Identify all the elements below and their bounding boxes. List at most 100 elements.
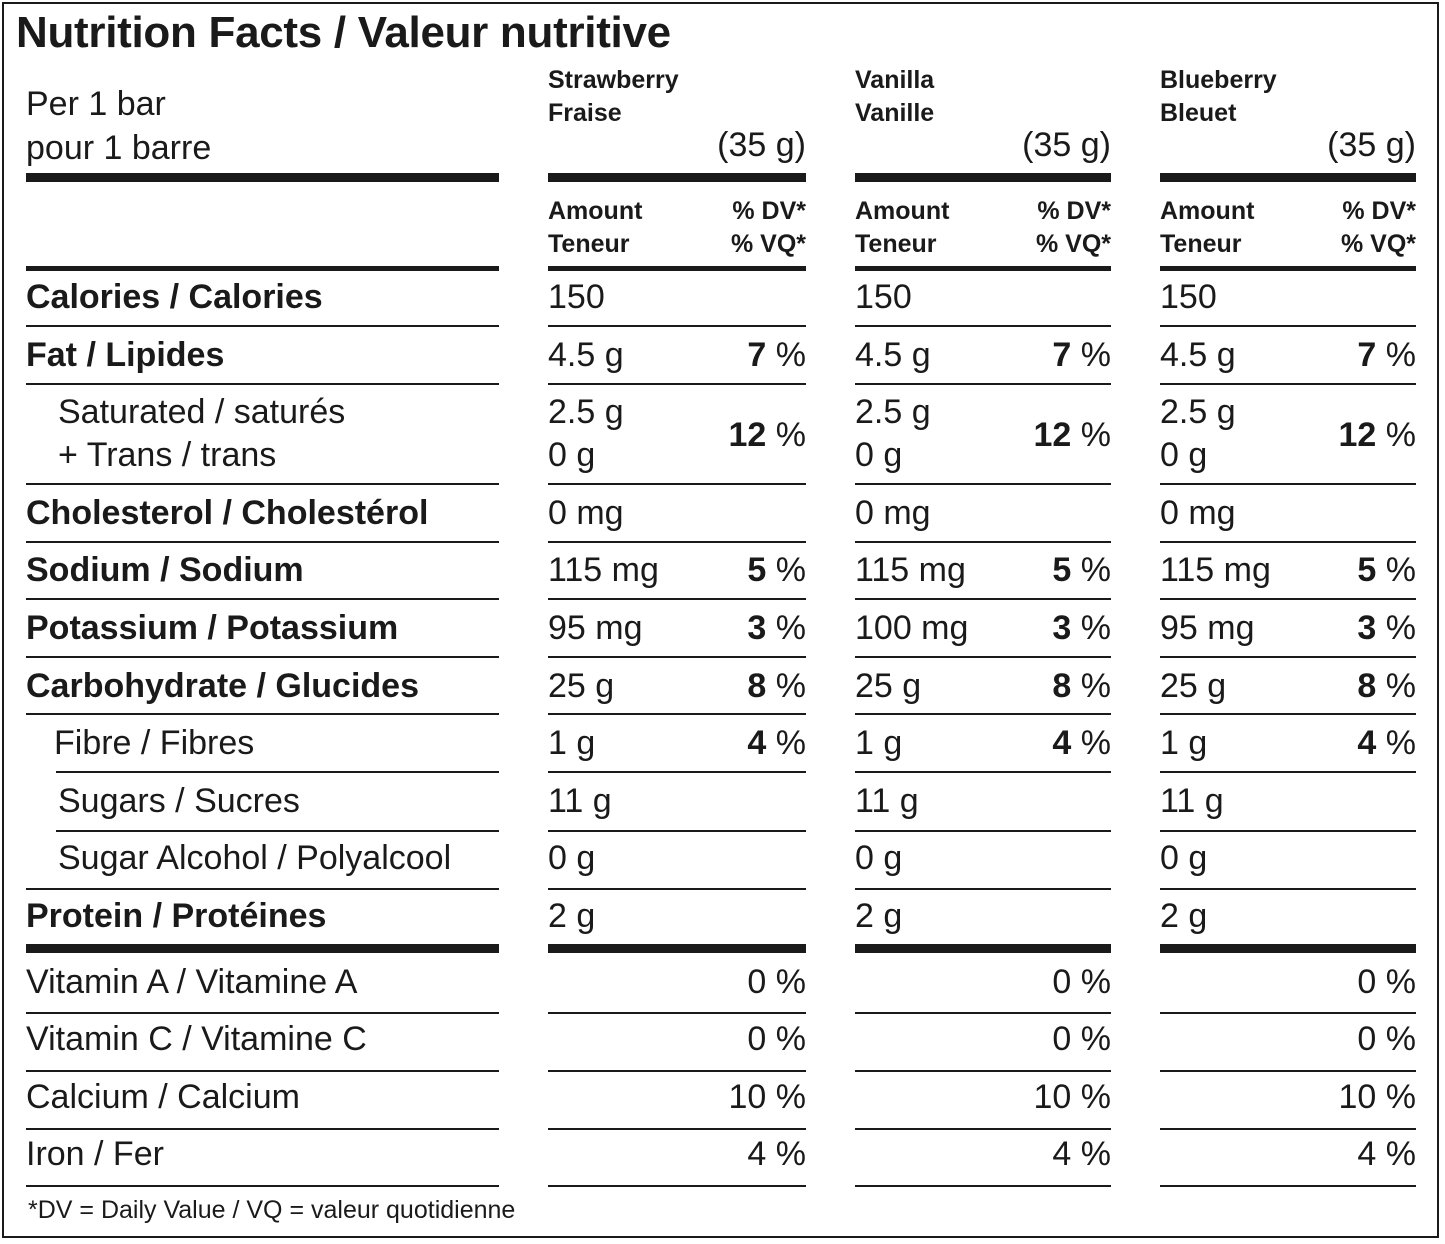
percent-sign: % bbox=[1071, 416, 1111, 454]
vitamin-value: 0 % bbox=[1357, 963, 1416, 1001]
nutrient-label-trans: + Trans / trans bbox=[58, 436, 277, 474]
row-rule bbox=[855, 483, 1111, 485]
serving-line-fr: pour 1 barre bbox=[26, 129, 212, 167]
row-rule bbox=[548, 656, 806, 658]
row-rule bbox=[26, 656, 499, 658]
amount-value-trans: 0 g bbox=[548, 436, 596, 474]
percent-sign: % bbox=[766, 416, 806, 454]
row-rule bbox=[26, 598, 499, 600]
amount-value: 25 g bbox=[548, 667, 615, 705]
amount-value: 115 mg bbox=[548, 551, 659, 589]
amount-value: 4.5 g bbox=[548, 336, 624, 374]
dv-header: % DV* % VQ* bbox=[731, 195, 806, 261]
percent-sign: % bbox=[1376, 416, 1416, 454]
row-rule bbox=[1160, 1185, 1416, 1187]
amount-value: 0 mg bbox=[855, 494, 931, 532]
row-rule bbox=[26, 483, 499, 485]
daily-value-number: 7 bbox=[1052, 336, 1072, 374]
daily-value-number: 4 bbox=[747, 724, 767, 762]
row-rule bbox=[1160, 888, 1416, 890]
vitamin-value: 0 % bbox=[747, 1020, 806, 1058]
amount-value: 11 g bbox=[548, 782, 612, 820]
vitamin-value: 4 % bbox=[1052, 1135, 1111, 1173]
daily-value-number: 7 bbox=[1357, 336, 1377, 374]
nutrient-label: Protein / Protéines bbox=[26, 897, 327, 935]
amount-value: 11 g bbox=[855, 782, 919, 820]
flavor-name: Vanilla Vanille bbox=[855, 64, 934, 130]
amount-value: 150 bbox=[548, 278, 605, 316]
flavor-name-en: Strawberry bbox=[548, 66, 679, 94]
flavor-header-1: Vanilla Vanille (35 g) bbox=[855, 64, 1111, 174]
percent-sign: % bbox=[1071, 336, 1111, 374]
daily-value: 8 % bbox=[747, 666, 806, 706]
serving-size: Per 1 bar pour 1 barre bbox=[26, 82, 211, 170]
vitamin-value: 10 % bbox=[1033, 1078, 1112, 1116]
dv-header: % DV* % VQ* bbox=[1036, 195, 1111, 261]
flavor-header-2: Blueberry Bleuet (35 g) bbox=[1160, 64, 1416, 174]
row-rule bbox=[56, 771, 499, 773]
daily-value-number: 5 bbox=[1357, 551, 1377, 589]
amount-value: 100 mg bbox=[855, 609, 969, 647]
daily-value-number: 12 bbox=[728, 416, 767, 454]
dv-en: % DV* bbox=[1342, 197, 1416, 225]
amount-value: 0 g bbox=[1160, 839, 1208, 877]
amount-value: 0 mg bbox=[1160, 494, 1236, 532]
flavor-name-fr: Vanille bbox=[855, 99, 935, 127]
daily-value-number: 3 bbox=[1052, 609, 1072, 647]
amount-header: Amount Teneur bbox=[548, 195, 642, 261]
vitamin-value: 0 % bbox=[1357, 1020, 1416, 1058]
thick-rule bbox=[1160, 173, 1416, 182]
row-rule bbox=[855, 771, 1111, 773]
row-rule bbox=[1160, 1128, 1416, 1130]
vitamin-value: 10 % bbox=[728, 1078, 807, 1116]
row-rule bbox=[1160, 713, 1416, 715]
amount-value: 11 g bbox=[1160, 782, 1224, 820]
row-rule bbox=[855, 541, 1111, 543]
nutrient-label: Potassium / Potassium bbox=[26, 609, 399, 647]
amount-value: 2.5 g bbox=[855, 393, 931, 431]
daily-value-number: 5 bbox=[747, 551, 767, 589]
amount-value: 2 g bbox=[1160, 897, 1208, 935]
row-rule bbox=[855, 598, 1111, 600]
daily-value: 5 % bbox=[1357, 550, 1416, 590]
thick-rule bbox=[548, 944, 806, 953]
row-rule bbox=[548, 1012, 806, 1014]
daily-value-number: 4 bbox=[1052, 724, 1072, 762]
daily-value: 3 % bbox=[747, 608, 806, 648]
row-rule bbox=[855, 656, 1111, 658]
amount-value: 4.5 g bbox=[1160, 336, 1236, 374]
vitamin-value: 0 % bbox=[1052, 1020, 1111, 1058]
serving-weight: (35 g) bbox=[1327, 126, 1416, 164]
percent-sign: % bbox=[1071, 609, 1111, 647]
amount-value: 0 g bbox=[548, 839, 596, 877]
serving-weight: (35 g) bbox=[717, 126, 806, 164]
panel-title: Nutrition Facts / Valeur nutritive bbox=[16, 8, 671, 57]
amount-value: 1 g bbox=[548, 724, 596, 762]
daily-value: 7 % bbox=[1357, 335, 1416, 375]
row-rule bbox=[855, 1012, 1111, 1014]
amount-value: 2.5 g bbox=[548, 393, 624, 431]
row-rule bbox=[548, 771, 806, 773]
row-rule bbox=[548, 830, 806, 832]
amount-value: 25 g bbox=[1160, 667, 1227, 705]
amount-value-trans: 0 g bbox=[855, 436, 903, 474]
amount-value: 115 mg bbox=[855, 551, 966, 589]
daily-value-number: 12 bbox=[1338, 416, 1377, 454]
row-rule bbox=[1160, 771, 1416, 773]
percent-sign: % bbox=[1376, 609, 1416, 647]
dv-fr: % VQ* bbox=[1340, 230, 1416, 258]
row-rule bbox=[26, 1128, 499, 1130]
daily-value: 8 % bbox=[1357, 666, 1416, 706]
row-rule bbox=[56, 830, 499, 832]
thick-rule bbox=[26, 944, 499, 953]
amount-value: 0 mg bbox=[548, 494, 624, 532]
vitamin-value: 10 % bbox=[1338, 1078, 1417, 1116]
row-rule bbox=[1160, 598, 1416, 600]
row-rule bbox=[548, 1185, 806, 1187]
flavor-name-fr: Fraise bbox=[548, 99, 622, 127]
daily-value-number: 8 bbox=[1052, 667, 1072, 705]
daily-value-number: 12 bbox=[1033, 416, 1072, 454]
daily-value-number: 8 bbox=[747, 667, 767, 705]
amount-value: 1 g bbox=[1160, 724, 1208, 762]
